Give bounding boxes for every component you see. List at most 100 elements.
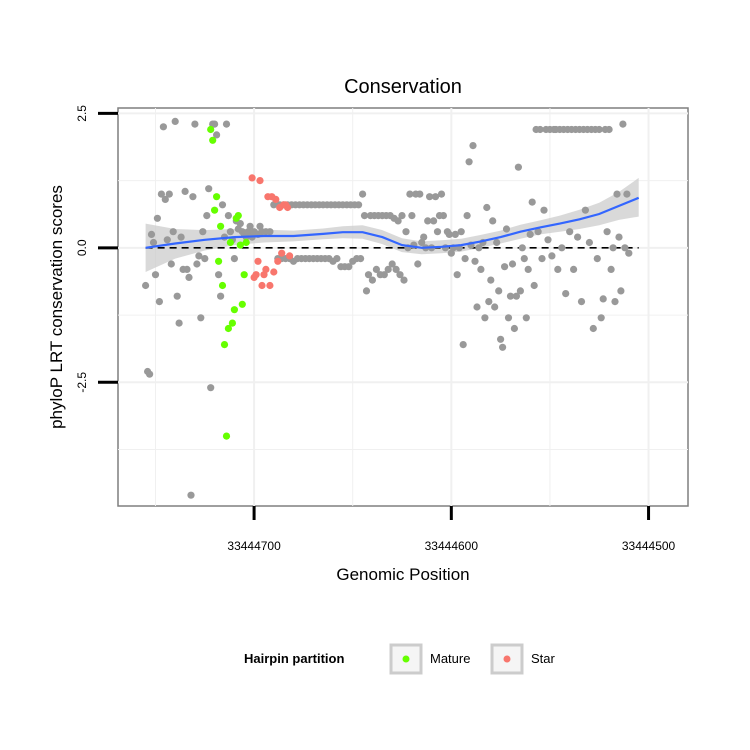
star-point — [266, 281, 274, 290]
other-point — [424, 217, 432, 225]
other-point — [585, 238, 594, 247]
other-point — [155, 298, 163, 306]
other-point — [593, 255, 601, 263]
other-point — [499, 343, 507, 351]
other-point — [163, 236, 171, 244]
other-point — [418, 238, 426, 247]
other-point — [187, 491, 195, 499]
other-point — [544, 236, 552, 244]
other-point — [437, 190, 446, 198]
other-point — [244, 228, 252, 236]
other-point — [597, 314, 605, 322]
other-point — [147, 230, 156, 238]
other-point — [175, 319, 183, 327]
other-point — [357, 255, 365, 263]
mature-point — [217, 222, 225, 230]
other-point — [360, 212, 369, 220]
plot-panel — [117, 107, 689, 507]
y-tick-label: 0.0 — [75, 239, 89, 256]
other-point — [530, 281, 538, 290]
other-point — [491, 303, 499, 311]
other-point — [609, 244, 617, 252]
data-points — [142, 117, 633, 499]
other-point — [520, 255, 528, 263]
other-point — [246, 222, 254, 230]
other-point — [473, 303, 481, 311]
mature-point — [215, 257, 223, 265]
legend-label-mature: Mature — [430, 651, 470, 666]
other-point — [439, 212, 447, 220]
other-point — [414, 260, 422, 268]
other-point — [398, 212, 406, 220]
other-point — [218, 201, 227, 209]
other-point — [534, 228, 542, 236]
other-point — [266, 228, 274, 236]
other-point — [621, 244, 629, 252]
star-point — [272, 195, 280, 203]
other-point — [453, 271, 461, 279]
other-point — [510, 324, 518, 333]
other-point — [589, 324, 597, 333]
other-point — [495, 287, 503, 295]
other-point — [607, 265, 615, 273]
mature-point — [236, 241, 244, 249]
other-point — [599, 295, 607, 303]
other-point — [477, 265, 485, 273]
other-point — [394, 217, 402, 225]
other-point — [181, 187, 189, 195]
x-tick-label: 33444700 — [227, 539, 281, 553]
star-point — [286, 252, 294, 260]
other-point — [451, 230, 459, 238]
other-point — [355, 201, 363, 209]
other-point — [159, 123, 167, 131]
legend-key-mature — [389, 643, 423, 675]
other-point — [518, 244, 526, 252]
other-point — [167, 260, 175, 268]
mature-point — [224, 324, 232, 333]
other-point — [508, 260, 517, 268]
other-point — [465, 158, 473, 166]
other-point — [408, 212, 416, 220]
other-point — [487, 276, 495, 284]
other-point — [161, 195, 169, 203]
other-point — [605, 125, 613, 134]
other-point — [506, 292, 515, 300]
legend: Hairpin partition Mature Star — [244, 643, 556, 675]
other-point — [270, 201, 278, 209]
other-point — [146, 370, 154, 378]
other-point — [526, 230, 534, 238]
other-point — [524, 265, 532, 273]
other-point — [574, 233, 582, 241]
other-point — [522, 314, 530, 322]
other-point — [171, 117, 179, 125]
other-point — [224, 212, 232, 220]
mature-point — [222, 432, 231, 440]
other-point — [471, 257, 479, 265]
x-axis-title: Genomic Position — [336, 565, 469, 584]
star-point — [252, 271, 260, 279]
star-point — [278, 249, 286, 257]
other-point — [485, 298, 493, 306]
other-point — [619, 120, 627, 128]
other-point — [540, 206, 548, 214]
other-point — [396, 271, 404, 279]
other-point — [157, 190, 165, 198]
other-point — [222, 120, 231, 128]
other-point — [463, 212, 471, 220]
mature-point — [234, 212, 242, 220]
other-point — [502, 225, 511, 233]
other-point — [217, 292, 225, 300]
other-point — [142, 281, 150, 290]
other-point — [615, 233, 623, 241]
other-point — [489, 217, 497, 225]
mature-point — [226, 238, 234, 247]
other-point — [402, 228, 410, 236]
other-point — [433, 228, 442, 236]
legend-dot-star — [503, 655, 511, 663]
other-point — [368, 276, 376, 284]
other-point — [459, 341, 467, 349]
other-point — [457, 228, 465, 236]
other-point — [372, 265, 380, 273]
other-point — [388, 260, 396, 268]
y-tick-label: 2.5 — [75, 105, 89, 122]
